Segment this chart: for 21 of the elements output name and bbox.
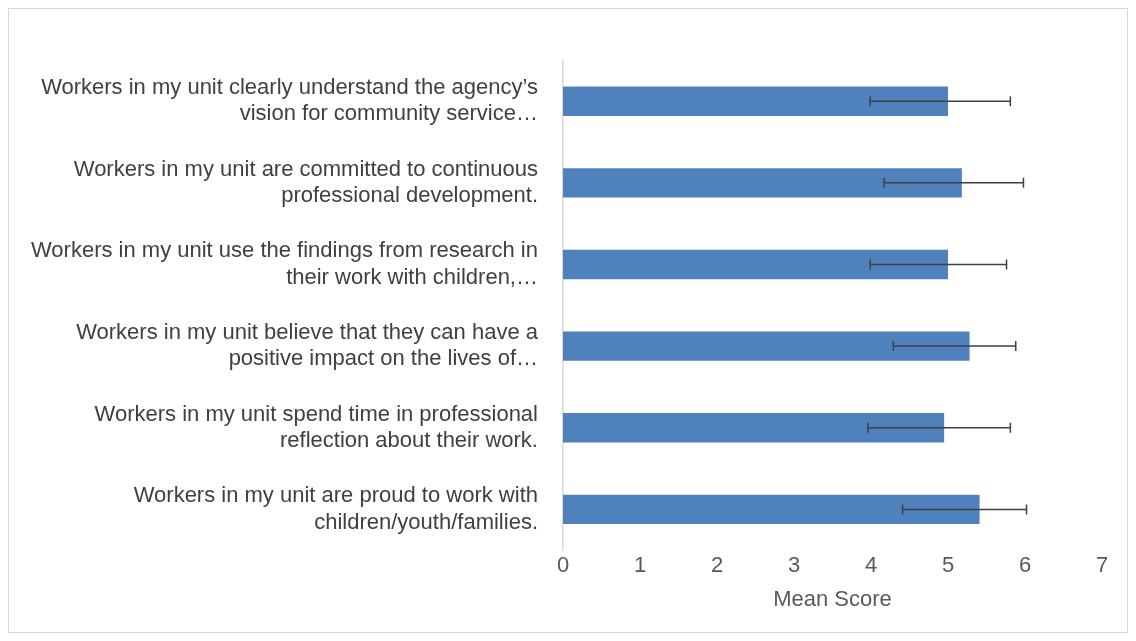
y-tick-label: Workers in my unit clearly understand the agency’s vision for community service… [41,74,538,126]
bar [563,331,970,361]
x-tick-label: 1 [633,552,647,578]
x-tick-label: 4 [864,552,878,578]
x-tick-label: 7 [1095,552,1109,578]
y-tick-label: Workers in my unit believe that they can have a positive impact on the lives of… [76,318,539,371]
bar [563,168,962,198]
y-tick-label: Workers in my unit spend time in professional reflection about their work. [94,400,538,453]
bar [563,86,948,116]
y-tick-label: Workers in my unit are committed to continuous professional development. [73,155,538,208]
x-tick-label: 0 [556,552,570,578]
x-tick-label: 6 [1018,552,1032,578]
x-tick-label: 3 [787,552,801,578]
x-tick-label: 2 [710,552,724,578]
bar [563,249,948,280]
x-tick-label: 5 [941,552,955,578]
y-tick-label: Workers in my unit are proud to work with children/youth/families. [133,482,538,534]
bar [563,494,980,525]
x-axis-title: Mean Score [773,585,892,611]
y-tick-label: Workers in my unit use the findings from research in their work with children,… [30,237,538,289]
bar [563,413,945,443]
